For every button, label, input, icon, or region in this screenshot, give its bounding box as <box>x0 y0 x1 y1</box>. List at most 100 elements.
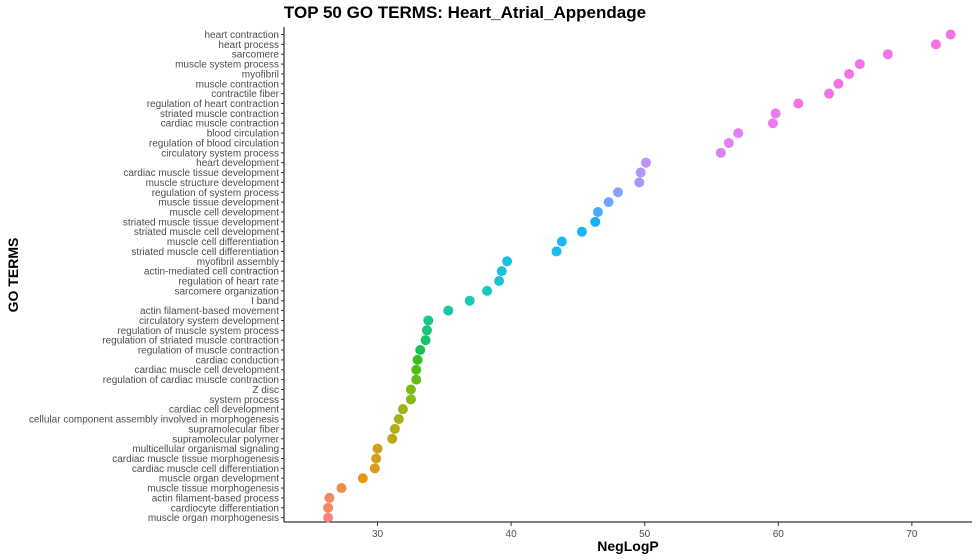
data-point <box>592 206 603 217</box>
data-point <box>482 285 493 296</box>
y-tick-label: heart development <box>196 158 279 169</box>
data-point <box>369 463 380 474</box>
data-point <box>767 118 778 129</box>
data-point <box>443 305 454 316</box>
x-axis-title: NegLogP <box>597 538 659 554</box>
x-tick-label: 50 <box>639 529 651 540</box>
y-tick-label: circulatory system process <box>161 148 279 159</box>
data-point <box>464 295 475 306</box>
data-point <box>397 404 408 415</box>
y-tick-label: muscle organ development <box>159 474 279 485</box>
data-point <box>590 216 601 227</box>
data-point <box>824 88 835 99</box>
y-tick-label: circulatory system development <box>139 316 279 327</box>
y-tick-label: cardiac muscle tissue morphogenesis <box>112 454 279 465</box>
data-point <box>723 137 734 148</box>
data-point <box>551 246 562 257</box>
y-tick-label: regulation of striated muscle contractio… <box>102 336 279 347</box>
data-point <box>502 256 513 267</box>
y-tick-label: myofibril assembly <box>197 257 279 268</box>
data-point <box>371 453 382 464</box>
data-point <box>603 197 614 208</box>
data-point <box>393 414 404 425</box>
y-tick-label: cardiac conduction <box>196 355 279 366</box>
y-tick-label: muscle tissue development <box>158 198 279 209</box>
y-tick-label: cellular component assembly involved in … <box>29 415 279 426</box>
data-point <box>420 335 431 346</box>
y-tick-label: sarcomere <box>232 50 280 61</box>
y-tick-label: cardiac cell development <box>169 405 279 416</box>
data-point <box>496 266 507 277</box>
y-tick-label: striated muscle cell differentiation <box>131 247 279 258</box>
y-tick-label: regulation of system process <box>152 188 279 199</box>
data-point <box>357 473 368 484</box>
data-point <box>641 157 652 168</box>
data-point <box>411 374 422 385</box>
y-tick-label: striated muscle tissue development <box>123 217 279 228</box>
x-tick-label: 30 <box>372 529 384 540</box>
y-tick-label: sarcomere organization <box>175 286 280 297</box>
y-tick-label: muscle cell differentiation <box>167 237 279 248</box>
y-tick-label: myofibril <box>242 69 279 80</box>
y-tick-label: system process <box>210 395 279 406</box>
y-tick-label: regulation of heart rate <box>178 277 279 288</box>
chart-title: TOP 50 GO TERMS: Heart_Atrial_Appendage <box>283 3 647 22</box>
y-tick-label: supramolecular polymer <box>172 434 279 445</box>
data-point <box>324 492 335 503</box>
data-point <box>930 39 941 50</box>
data-point <box>405 384 416 395</box>
data-point <box>576 226 587 237</box>
data-point <box>323 512 334 523</box>
data-point <box>793 98 804 109</box>
y-tick-label: blood circulation <box>207 129 279 140</box>
data-point <box>421 325 432 336</box>
data-point <box>372 443 383 454</box>
y-tick-label: I band <box>251 296 279 307</box>
data-point <box>634 177 645 188</box>
data-point <box>387 433 398 444</box>
y-tick-label: regulation of blood circulation <box>149 138 279 149</box>
x-tick-label: 60 <box>773 529 785 540</box>
data-point <box>405 394 416 405</box>
data-point <box>336 483 347 494</box>
data-point <box>323 502 334 513</box>
y-tick-label: multicellular organismal signaling <box>132 444 279 455</box>
y-tick-label: regulation of muscle contraction <box>138 346 279 357</box>
data-point <box>733 128 744 139</box>
data-point <box>854 59 865 70</box>
y-tick-label: muscle contraction <box>196 79 279 90</box>
y-tick-label: Z disc <box>252 385 279 396</box>
data-point <box>412 354 423 365</box>
y-tick-label: cardiac muscle tissue development <box>123 168 279 179</box>
y-tick-label: muscle cell development <box>170 207 280 218</box>
y-tick-label: actin filament-based movement <box>140 306 279 317</box>
data-point <box>770 108 781 119</box>
y-tick-label: muscle system process <box>175 60 279 71</box>
y-tick-label: striated muscle cell development <box>134 227 279 238</box>
data-point <box>833 78 844 89</box>
y-tick-label: cardiocyte differentiation <box>171 503 279 514</box>
y-tick-label: striated muscle contraction <box>160 109 279 120</box>
y-tick-label: actin-mediated cell contraction <box>144 267 279 278</box>
y-tick-label: regulation of cardiac muscle contraction <box>103 375 279 386</box>
y-tick-label: heart contraction <box>205 30 280 41</box>
x-tick-label: 40 <box>506 529 518 540</box>
data-point <box>389 423 400 434</box>
y-tick-label: muscle organ morphogenesis <box>148 513 279 524</box>
data-point <box>844 68 855 79</box>
y-tick-label: cardiac muscle cell development <box>134 365 279 376</box>
y-tick-label: heart process <box>218 40 279 51</box>
y-tick-label: muscle structure development <box>146 178 280 189</box>
data-point <box>415 345 426 356</box>
y-tick-label: cardiac muscle cell differentiation <box>132 464 279 475</box>
data-point <box>494 276 505 286</box>
y-tick-label: cardiac muscle contraction <box>161 119 279 130</box>
y-tick-label: actin filament-based process <box>152 493 279 504</box>
data-point <box>411 364 422 375</box>
data-point <box>635 167 646 178</box>
y-tick-label: contractile fiber <box>211 89 279 100</box>
data-point <box>612 187 623 198</box>
x-tick-label: 70 <box>906 529 918 540</box>
